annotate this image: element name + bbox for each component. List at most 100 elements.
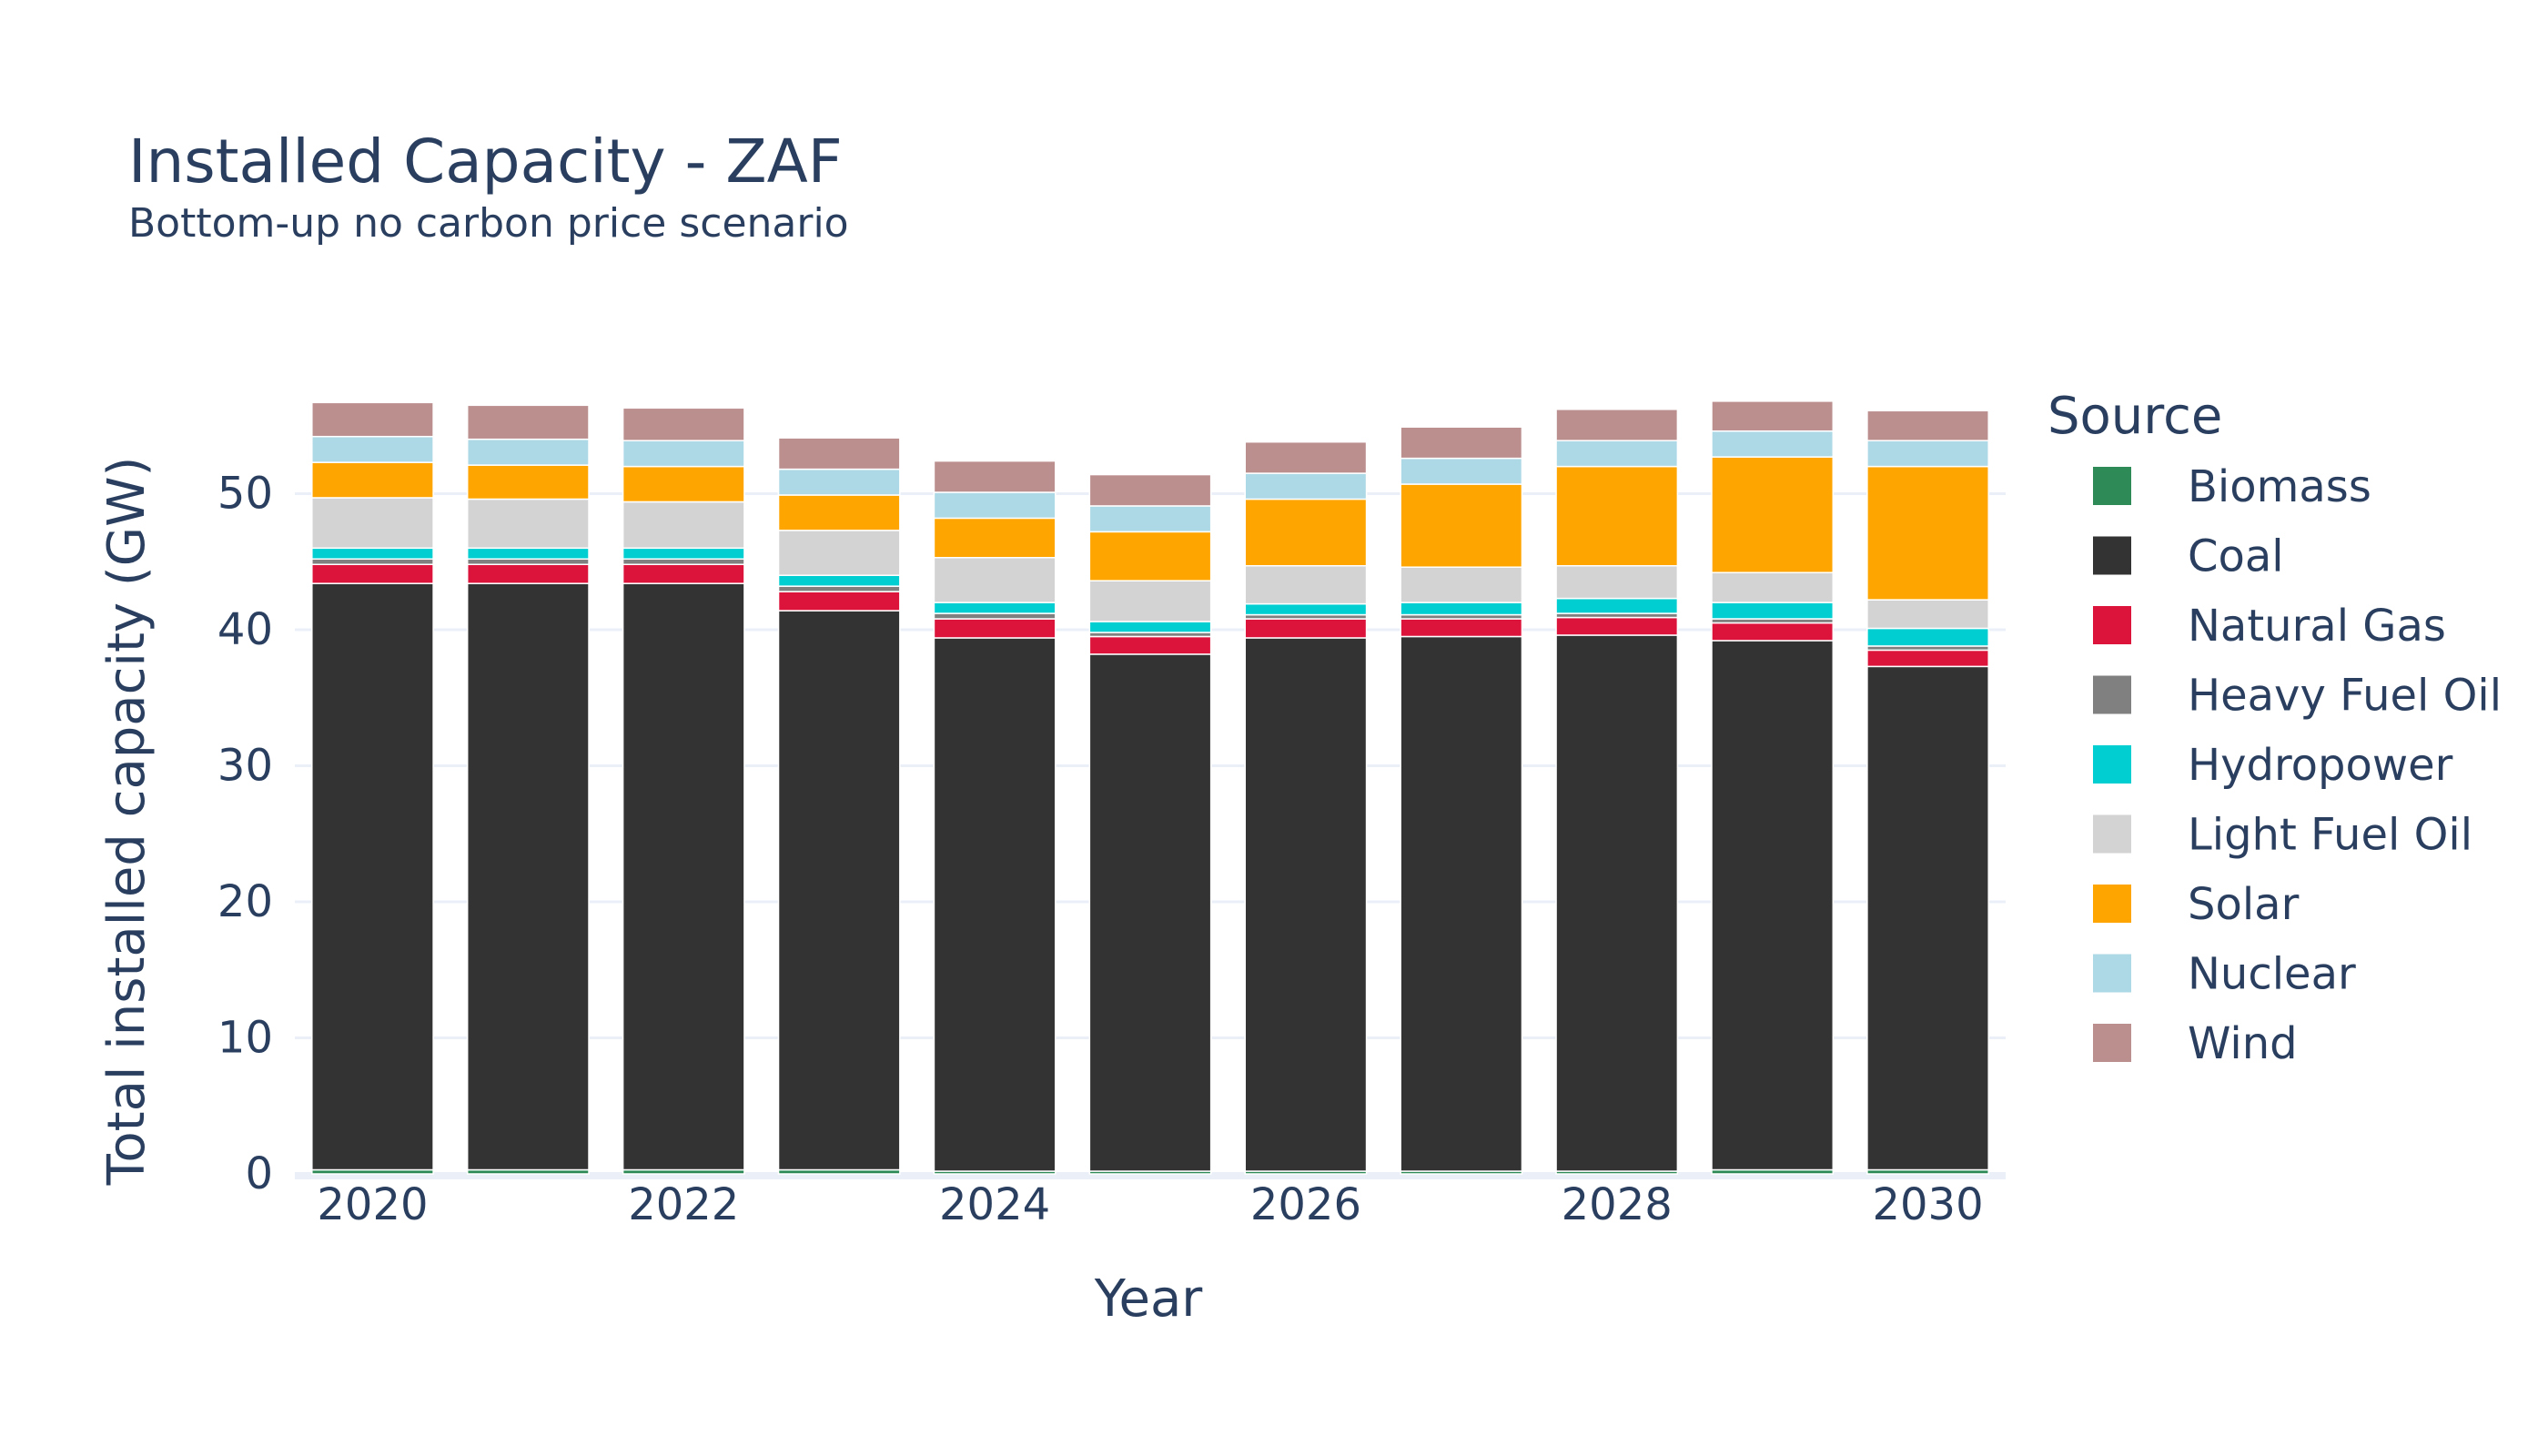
- chart-subtitle: Bottom-up no carbon price scenario: [128, 200, 849, 247]
- y-tick-label: 50: [217, 469, 273, 520]
- bar-segment: [466, 438, 590, 466]
- bar-segment: [1711, 430, 1835, 458]
- bar-segment: [622, 558, 745, 565]
- legend: Source Biomass Coal Natural Gas Heavy Fuel …: [2048, 387, 2502, 1069]
- legend-item: Coal: [2188, 531, 2284, 582]
- legend-item: Natural Gas: [2188, 601, 2446, 652]
- bar-segment: [466, 498, 590, 550]
- x-tick-label: 2030: [1872, 1179, 1983, 1230]
- bar-segment: [777, 574, 901, 587]
- bar-segment: [1866, 627, 1989, 647]
- bar-segment: [311, 563, 434, 584]
- bar-segment: [622, 500, 745, 550]
- x-tick-label: 2028: [1562, 1179, 1673, 1230]
- bar-segment: [311, 558, 434, 565]
- bar-segment: [466, 464, 590, 500]
- y-tick-label: 40: [217, 604, 273, 655]
- bar-segment: [311, 401, 434, 438]
- bar-segment: [466, 404, 590, 440]
- bar-segment: [1400, 426, 1523, 460]
- bar-segment: [622, 547, 745, 561]
- bar-segment: [622, 407, 745, 441]
- bar-segment: [466, 547, 590, 561]
- bar-segment: [1400, 618, 1523, 638]
- bar-segment: [933, 602, 1057, 614]
- bar-segment: [777, 468, 901, 496]
- y-axis-title: Total installed capacity (GW): [97, 457, 157, 1187]
- bar-segment: [311, 435, 434, 463]
- x-tick-label: 2022: [628, 1179, 739, 1230]
- bar-segment: [777, 437, 901, 470]
- bar-segment: [311, 497, 434, 550]
- legend-item: Wind: [2188, 1018, 2298, 1069]
- y-tick-label: 30: [217, 741, 273, 792]
- bar-segment: [1088, 505, 1212, 533]
- x-tick-label: 2020: [317, 1179, 428, 1230]
- legend-item: Hydropower: [2188, 740, 2453, 791]
- bar-segment: [1244, 602, 1368, 616]
- bar-segment: [311, 582, 434, 1171]
- bar-segment: [1866, 465, 1989, 601]
- legend-swatch: [2093, 606, 2131, 644]
- bar-segment: [1555, 409, 1679, 441]
- x-tick-label: 2026: [1250, 1179, 1361, 1230]
- bar-segment: [1400, 602, 1523, 616]
- bar-segment: [466, 582, 590, 1171]
- bar-segment: [1244, 440, 1368, 474]
- legend-swatch: [2093, 1024, 2131, 1062]
- bar-segment: [1088, 531, 1212, 581]
- bar-segment: [1244, 498, 1368, 567]
- bar-segment: [1088, 635, 1212, 655]
- y-tick-label: 20: [217, 876, 273, 927]
- bar-segment: [1711, 571, 1835, 603]
- bar-segment: [1088, 621, 1212, 633]
- bar-segment: [1866, 649, 1989, 668]
- bar-segment: [1555, 465, 1679, 567]
- legend-swatch: [2093, 675, 2131, 714]
- bar-segment: [1711, 456, 1835, 573]
- bar-segment: [622, 440, 745, 468]
- bar-segment: [1866, 599, 1989, 630]
- x-tick-label: 2024: [939, 1179, 1050, 1230]
- bar-segment: [1400, 635, 1523, 1172]
- bars: [311, 400, 1989, 1175]
- legend-item: Solar: [2188, 879, 2300, 930]
- bar-segment: [1244, 472, 1368, 500]
- y-tick-label: 0: [245, 1148, 273, 1199]
- bar-segment: [1866, 665, 1989, 1171]
- bar-segment: [1711, 640, 1835, 1171]
- bar-segment: [933, 618, 1057, 639]
- bar-segment: [1244, 618, 1368, 639]
- legend-item: Nuclear: [2188, 949, 2356, 1000]
- legend-swatch: [2093, 814, 2131, 854]
- bar-segment: [1088, 653, 1212, 1172]
- legend-swatch: [2093, 467, 2131, 505]
- legend-item: Light Fuel Oil: [2188, 810, 2472, 861]
- bar-segment: [777, 494, 901, 531]
- bar-segment: [466, 558, 590, 565]
- bar-segment: [1711, 622, 1835, 642]
- legend-title: Source: [2048, 387, 2222, 446]
- legend-swatch: [2093, 885, 2131, 923]
- legend-item: Heavy Fuel Oil: [2188, 671, 2502, 722]
- bar-segment: [1555, 634, 1679, 1172]
- bar-segment: [777, 585, 901, 592]
- chart-title: Installed Capacity - ZAF: [128, 126, 843, 197]
- bar-segment: [1400, 457, 1523, 485]
- bar-segment: [1711, 602, 1835, 620]
- bar-segment: [777, 591, 901, 612]
- bar-segment: [1400, 566, 1523, 603]
- bar-segment: [777, 610, 901, 1171]
- bar-segment: [1555, 597, 1679, 614]
- bar-segment: [1088, 473, 1212, 507]
- bar-segment: [933, 612, 1057, 620]
- bar-segment: [1400, 483, 1523, 568]
- bar-segment: [622, 465, 745, 503]
- bar-segment: [1555, 440, 1679, 468]
- bar-segment: [1555, 616, 1679, 636]
- bar-segment: [777, 530, 901, 576]
- y-tick-label: 10: [217, 1013, 273, 1064]
